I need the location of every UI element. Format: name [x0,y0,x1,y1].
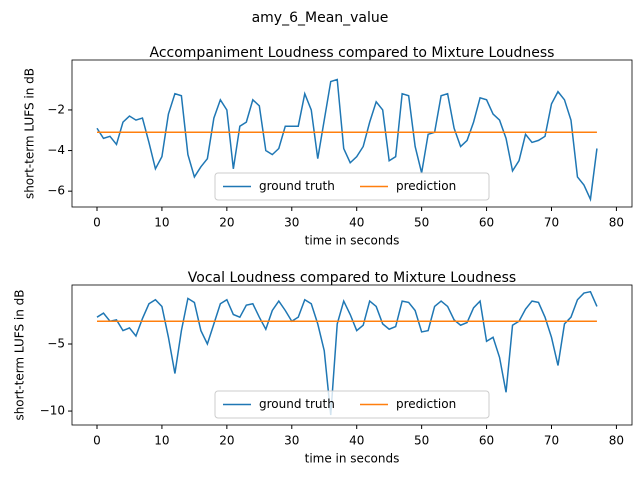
x-tick-label: 60 [479,216,494,230]
axes-frame [71,284,633,426]
x-tick-label: 10 [154,434,169,448]
x-tick-label: 0 [93,216,101,230]
legend-box [214,390,490,419]
y-tick-label: −6 [47,184,65,198]
x-axis-label: time in seconds [305,234,400,248]
x-axis-label: time in seconds [305,452,400,466]
axes-title: Vocal Loudness compared to Mixture Loudn… [188,270,516,286]
x-tick-label: 80 [609,434,624,448]
axes-frame [71,59,633,208]
x-tick-label: 70 [544,434,559,448]
y-tick-label: −10 [40,404,65,418]
figure-title: amy_6_Mean_value [252,10,389,26]
line-series [96,290,598,416]
x-tick-label: 50 [414,434,429,448]
legend-label: ground truth [259,397,335,411]
x-tick-label: 50 [414,216,429,230]
x-tick-label: 70 [544,216,559,230]
x-tick-label: 40 [349,216,364,230]
x-tick-label: 30 [284,434,299,448]
x-tick-label: 20 [219,216,234,230]
y-axis-label: short-term LUFS in dB [23,68,37,199]
x-tick-label: 0 [93,434,101,448]
legend-label: prediction [396,179,456,193]
x-tick-label: 80 [609,216,624,230]
x-tick-label: 60 [479,434,494,448]
y-tick-label: −2 [47,102,65,116]
y-axis-label: short-term LUFS in dB [13,289,27,420]
x-tick-label: 40 [349,434,364,448]
axes-title: Accompaniment Loudness compared to Mixtu… [150,45,555,61]
line-series [96,78,598,202]
y-tick-label: −4 [47,143,65,157]
legend-label: prediction [396,397,456,411]
x-tick-label: 10 [154,216,169,230]
legend-box [214,172,490,201]
x-tick-label: 20 [219,434,234,448]
x-tick-label: 30 [284,216,299,230]
y-tick-label: −5 [47,337,65,351]
legend-label: ground truth [259,179,335,193]
